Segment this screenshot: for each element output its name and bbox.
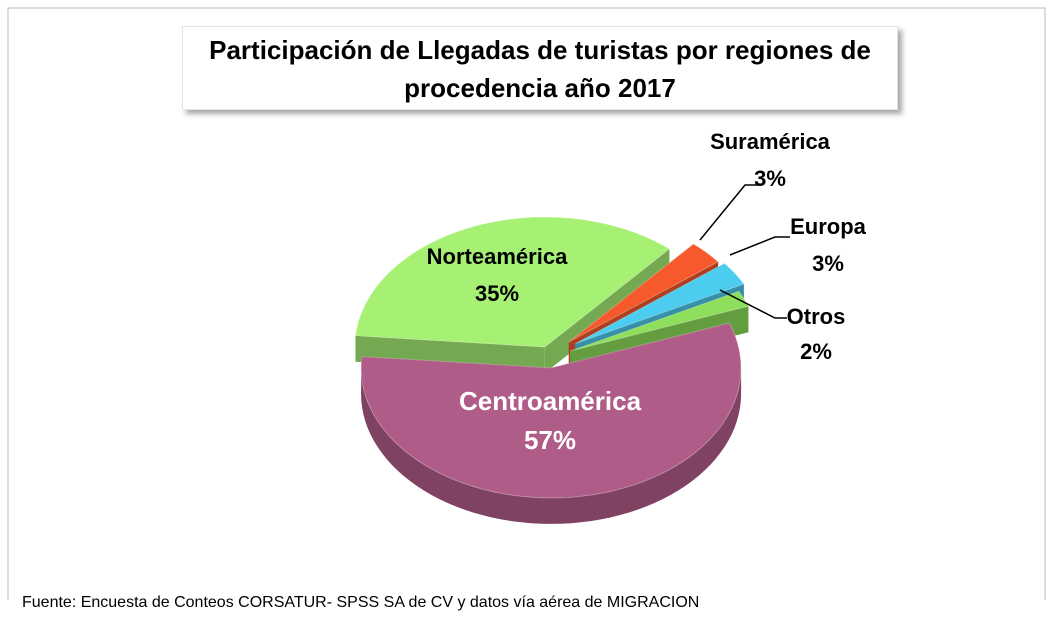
pie [354, 216, 750, 524]
slice [569, 290, 750, 352]
slice-label: Europa [790, 214, 867, 239]
slice-label: Centroamérica [459, 386, 642, 416]
slice-label: Norteamérica [427, 244, 568, 269]
slice-label: Otros [787, 304, 846, 329]
chart-title: Participación de Llegadas de turistas po… [182, 26, 898, 110]
chart-frame [7, 7, 1046, 600]
slice-value-label: 35% [475, 281, 519, 306]
slice-value-label: 2% [800, 339, 832, 364]
slice [574, 262, 745, 345]
leader-line [719, 289, 787, 319]
slice-value-label: 3% [754, 166, 786, 191]
source-note: Fuente: Encuesta de Conteos CORSATUR- SP… [22, 594, 700, 611]
slice-value-label: 57% [524, 425, 576, 455]
labels: Norteamérica35%Suramérica3%Europa3%Otros… [427, 129, 867, 455]
leader-lines [699, 184, 790, 319]
slice-side [361, 367, 742, 524]
leader-line [699, 184, 760, 241]
slice-value-label: 3% [812, 251, 844, 276]
slice [568, 243, 719, 343]
slice [360, 322, 742, 499]
slice-label: Suramérica [710, 129, 831, 154]
slice [354, 216, 671, 348]
leader-line [729, 236, 790, 256]
